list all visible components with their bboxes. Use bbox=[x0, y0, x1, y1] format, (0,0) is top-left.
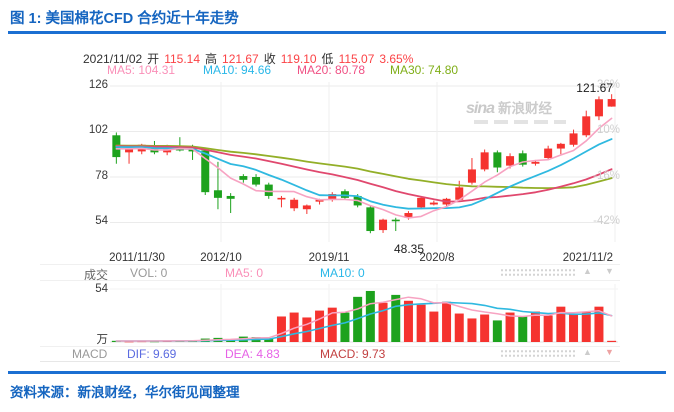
ma20-legend: MA20: 80.78 bbox=[297, 63, 366, 77]
macd-row-bottom-border bbox=[40, 360, 620, 362]
pct-tick-neg16: -16% bbox=[593, 169, 620, 182]
low-price-annotation: 48.35 bbox=[393, 242, 425, 256]
volume-scroll-down-triangle-icon[interactable]: ▼ bbox=[605, 266, 614, 276]
volume-scrollbar-dots[interactable] bbox=[500, 267, 577, 276]
macd-scroll-up-triangle-icon[interactable]: ▲ bbox=[583, 347, 592, 357]
dif-value: DIF: 9.69 bbox=[127, 347, 177, 361]
pct-tick-neg42: -42% bbox=[593, 215, 620, 227]
macd-scrollbar-dots[interactable] bbox=[500, 348, 577, 357]
macd-row-top-border bbox=[40, 346, 620, 347]
quote-row: 2021/11/02 开 115.14 高 121.67 收 119.10 低 115.07 3.… bbox=[83, 50, 418, 67]
date-tick-5: 2021/11/2 bbox=[562, 252, 613, 264]
price-tick-102: 102 bbox=[88, 124, 108, 136]
price-tick-54: 54 bbox=[95, 215, 108, 227]
dea-value: DEA: 4.83 bbox=[225, 347, 280, 361]
volume-title: 成交 bbox=[84, 268, 109, 282]
close-value: 119.10 bbox=[280, 52, 317, 66]
volume-ma10-legend: MA10: 0 bbox=[320, 266, 365, 280]
ma10-legend: MA10: 94.66 bbox=[203, 63, 272, 77]
price-tick-78: 78 bbox=[95, 169, 108, 182]
volume-tick-54: 54 bbox=[95, 283, 108, 295]
change-percent: 3.65% bbox=[379, 52, 414, 66]
sina-watermark: sina 新浪财经 bbox=[466, 97, 566, 124]
date-tick-3: 2019/11 bbox=[308, 252, 350, 264]
volume-row-bottom-border bbox=[40, 280, 620, 281]
macd-value: MACD: 9.73 bbox=[320, 347, 386, 361]
date-tick-1: 2011/11/30 bbox=[109, 252, 165, 264]
figure-title: 图 1: 美国棉花CFD 合约近十年走势 bbox=[10, 11, 239, 27]
sina-logo: sina bbox=[466, 100, 495, 117]
close-label: 收 bbox=[263, 52, 276, 66]
high-price-annotation: 121.67 bbox=[576, 81, 613, 95]
date-tick-2: 2012/10 bbox=[200, 252, 242, 264]
high-label: 高 bbox=[205, 52, 218, 66]
date-tick-4: 2020/8 bbox=[419, 252, 455, 264]
ma30-legend: MA30: 74.80 bbox=[390, 63, 459, 77]
price-tick-126: 126 bbox=[88, 79, 108, 91]
volume-scroll-up-triangle-icon[interactable]: ▲ bbox=[583, 266, 592, 276]
low-value: 115.07 bbox=[338, 52, 375, 66]
open-value: 115.14 bbox=[164, 52, 200, 66]
ma5-legend: MA5: 104.31 bbox=[107, 63, 176, 77]
pct-tick-10: 10% bbox=[596, 124, 620, 136]
volume-unit-wan: 万 bbox=[96, 334, 109, 346]
quote-date: 2021/11/02 bbox=[83, 52, 143, 66]
high-value: 121.67 bbox=[222, 52, 259, 66]
macd-scroll-down-triangle-icon[interactable]: ▼ bbox=[605, 347, 614, 357]
open-label: 开 bbox=[147, 52, 160, 66]
title-rule bbox=[8, 31, 666, 34]
watermark-name: 新浪财经 bbox=[498, 101, 553, 116]
source-note: 资料来源：新浪财经，华尔街见闻整理 bbox=[10, 385, 240, 400]
source-rule bbox=[8, 371, 666, 374]
watermark-tagline bbox=[474, 120, 566, 124]
volume-ma5-legend: MA5: 0 bbox=[225, 266, 264, 280]
macd-title: MACD bbox=[72, 347, 108, 361]
low-label: 低 bbox=[321, 52, 334, 66]
volume-value: VOL: 0 bbox=[130, 266, 168, 280]
pct-tick-36: 36% bbox=[596, 79, 620, 91]
volume-row-top-border bbox=[40, 264, 620, 265]
